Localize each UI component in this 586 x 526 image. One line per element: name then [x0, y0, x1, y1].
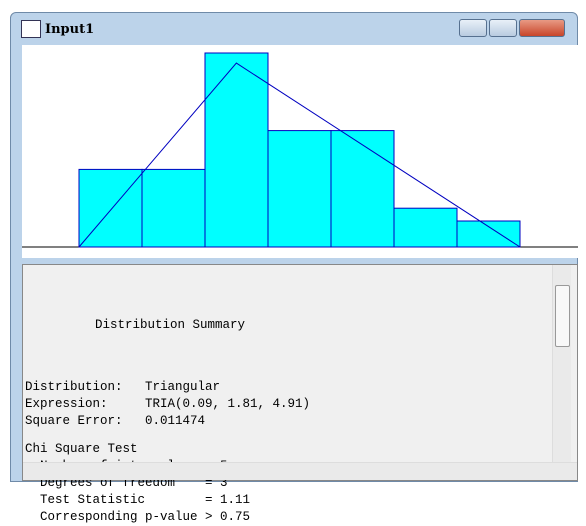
horizontal-scrollbar[interactable]: [23, 462, 577, 480]
histogram-bar: [394, 208, 457, 247]
histogram-bar: [331, 131, 394, 247]
close-button[interactable]: [519, 19, 565, 37]
summary-line: Chi Square Test: [25, 441, 310, 458]
summary-block: Chi Square Test Number of intervals = 5 …: [25, 441, 310, 526]
scroll-thumb[interactable]: [555, 285, 570, 347]
summary-text: Distribution Summary Distribution: Trian…: [25, 283, 310, 526]
summary-line: Square Error: 0.011474: [25, 413, 310, 430]
summary-line: Distribution: Triangular: [25, 379, 310, 396]
app-icon: [21, 20, 41, 38]
summary-line: Test Statistic = 1.11: [25, 492, 310, 509]
histogram-chart: [22, 45, 578, 258]
summary-panel: Distribution Summary Distribution: Trian…: [22, 264, 578, 481]
histogram-bar: [142, 169, 205, 247]
histogram-bar: [457, 221, 520, 247]
window-title: Input1: [45, 22, 94, 37]
histogram-bar: [205, 53, 268, 247]
summary-line: Corresponding p-value > 0.75: [25, 509, 310, 526]
vertical-scrollbar[interactable]: [552, 265, 571, 463]
maximize-button[interactable]: [489, 19, 517, 37]
histogram-bar: [268, 131, 331, 247]
title-bar: Input1: [11, 13, 577, 45]
page: Input1 Distribution Summary Distribution…: [0, 0, 586, 493]
summary-line: Expression: TRIA(0.09, 1.81, 4.91): [25, 396, 310, 413]
minimize-button[interactable]: [459, 19, 487, 37]
summary-title: Distribution Summary: [25, 317, 310, 334]
